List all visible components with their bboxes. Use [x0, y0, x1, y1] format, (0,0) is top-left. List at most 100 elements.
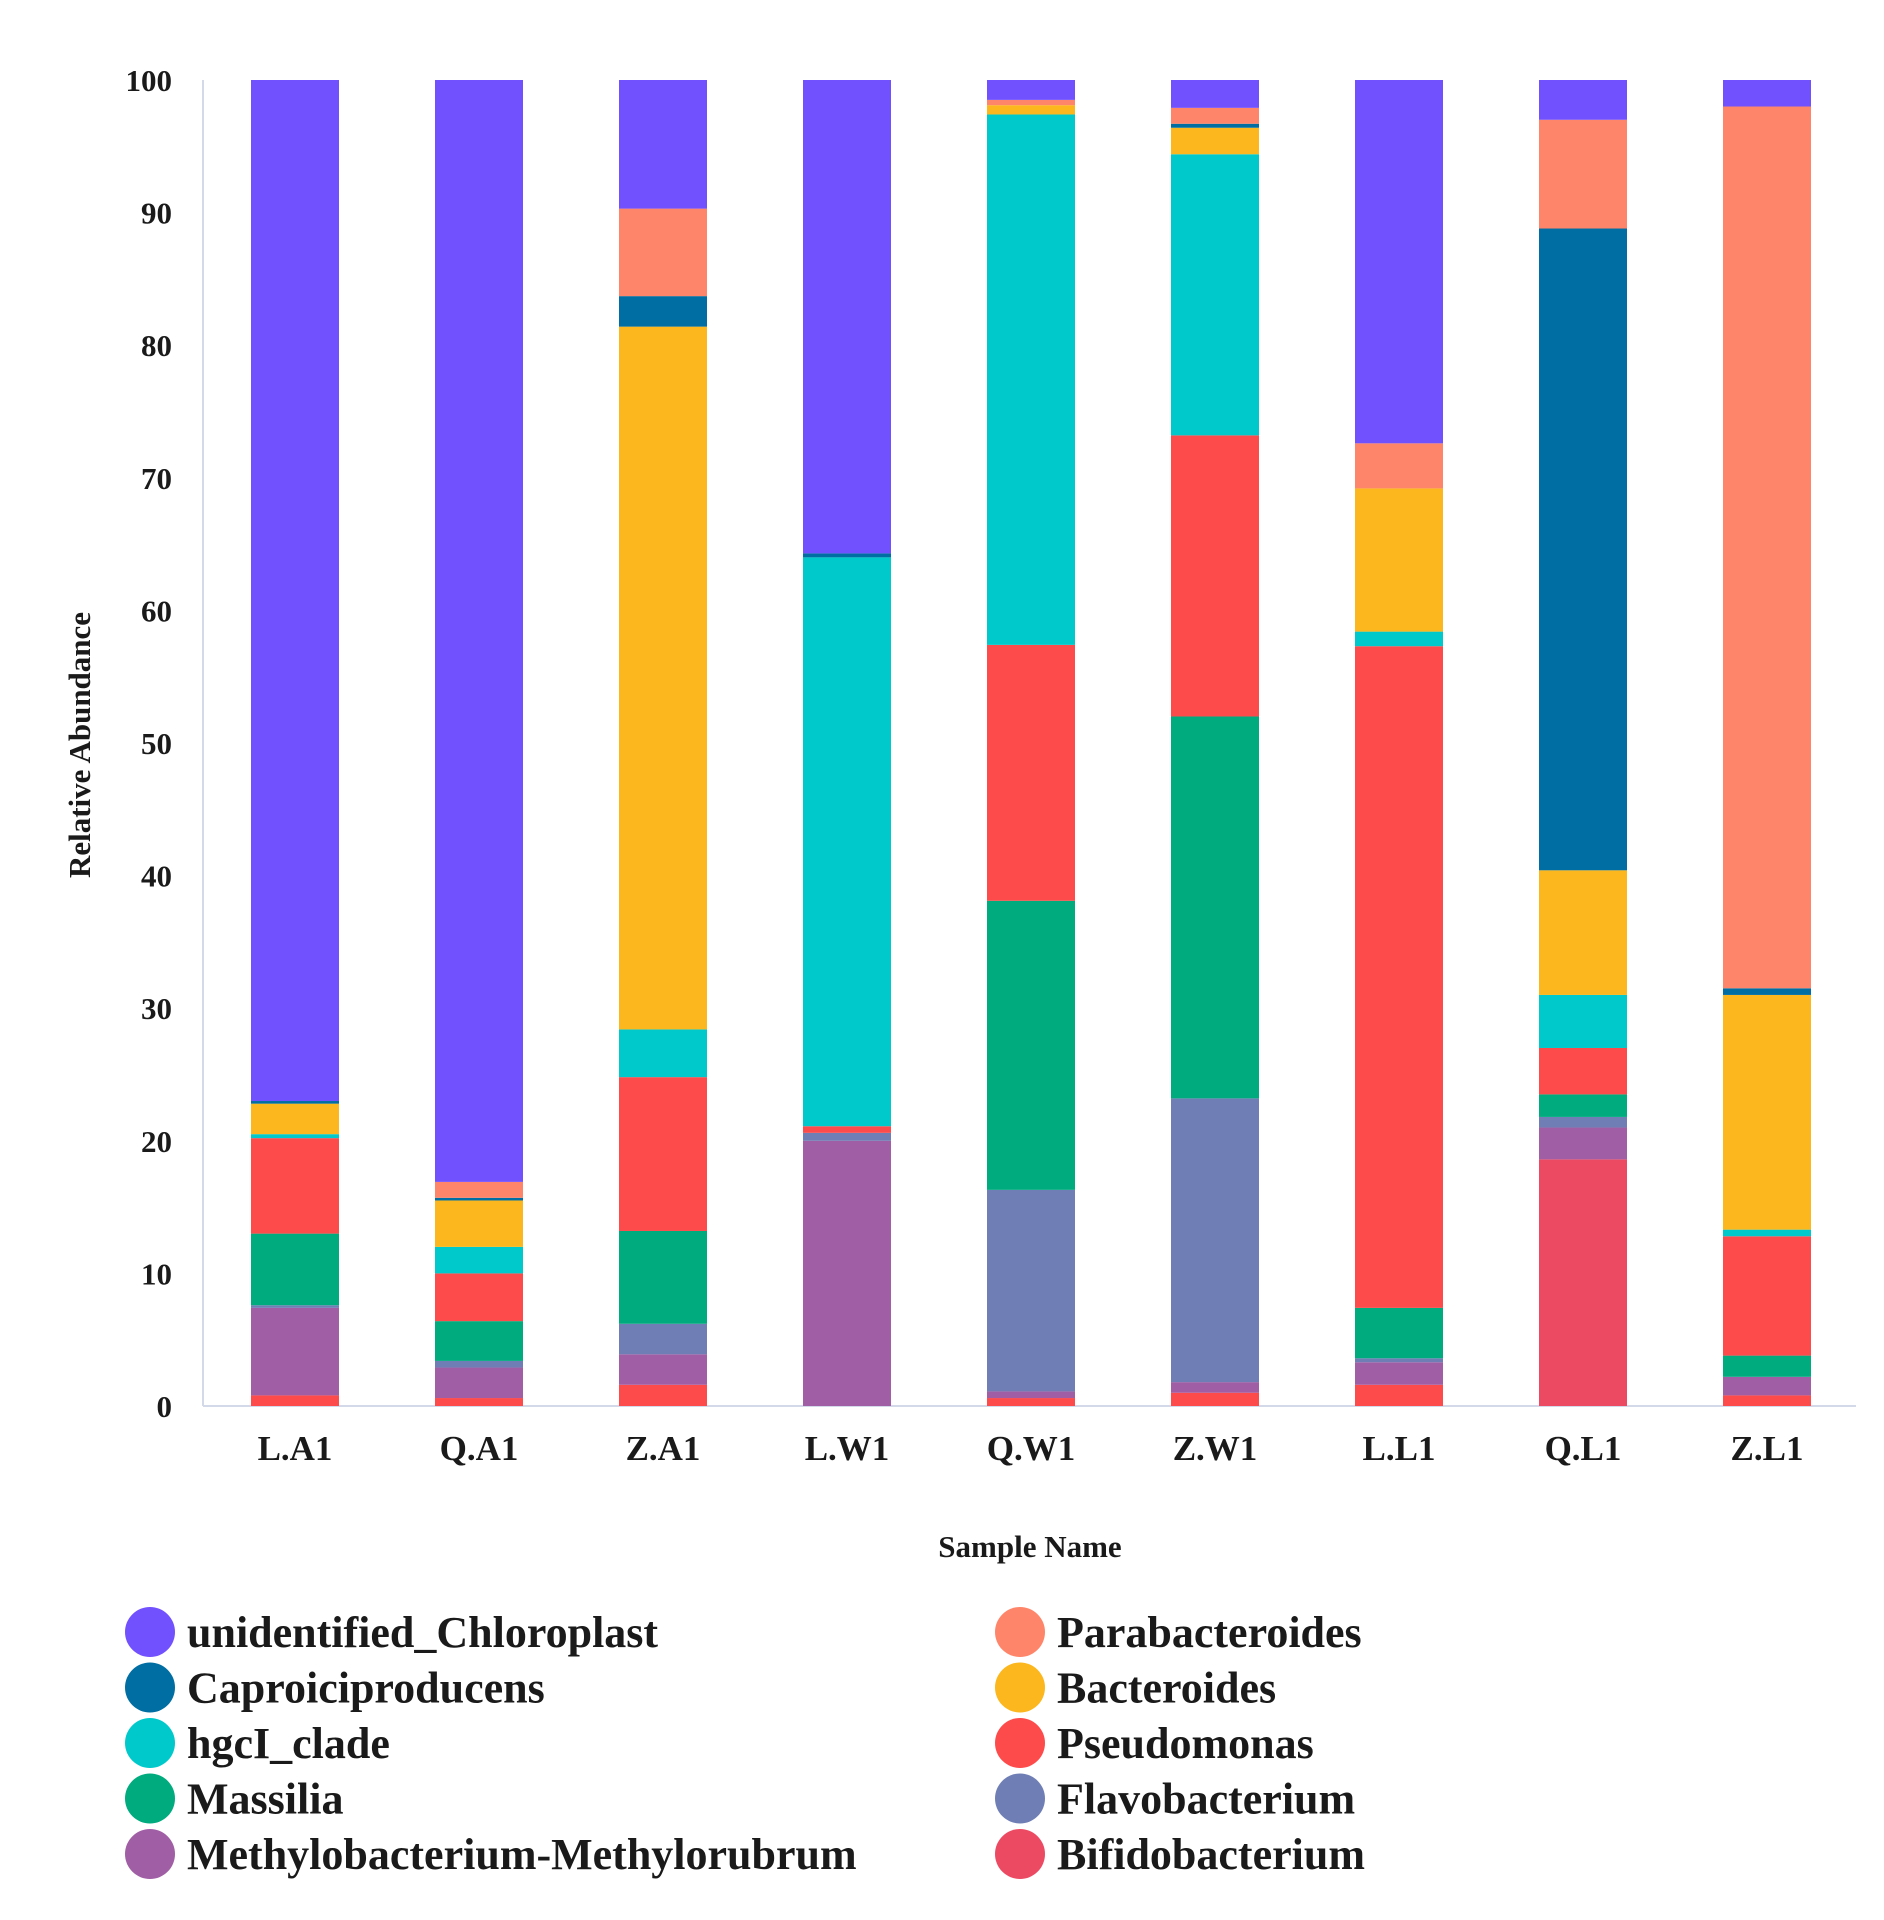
bar-segment-q-a1-pseudomonas: [435, 1273, 523, 1322]
legend-label-pseudomonas: Pseudomonas: [1057, 1719, 1314, 1768]
bar-segment-l-a1-flavobacterium: [251, 1305, 339, 1308]
bar-segment-q-w1-bacteroides: [987, 105, 1075, 115]
legend-swatch-pseudomonas: [995, 1718, 1045, 1768]
bar-segment-l-a1-massilia: [251, 1233, 339, 1306]
bar-segment-q-w1-massilia: [987, 900, 1075, 1190]
x-category-label: Q.A1: [440, 1429, 519, 1468]
bar-segment-l-l1-hgci-clade: [1355, 631, 1443, 647]
legend-swatch-bifidobacterium: [995, 1829, 1045, 1879]
legend-swatch-hgci-clade: [125, 1718, 175, 1768]
bar-segment-q-l1-bifidobacterium: [1539, 1159, 1627, 1406]
bar-segment-z-w1-hgci-clade: [1171, 154, 1259, 436]
legend-label-flavobacterium: Flavobacterium: [1057, 1775, 1355, 1824]
bar-segment-z-a1-pseudomonas: [619, 1384, 707, 1406]
x-category-labels: L.A1 Q.A1 Z.A1 L.W1 Q.W1 Z.W1 L.L1 Q.L1 Z.L1: [258, 1429, 1804, 1468]
bar-segment-q-w1-methylobacterium-methylorubrum: [987, 1391, 1075, 1399]
bar-segment-l-l1-massilia: [1355, 1307, 1443, 1359]
bar-segment-q-w1-parabacteroides: [987, 99, 1075, 106]
x-category-label: Q.L1: [1545, 1429, 1622, 1468]
y-tick-label: 80: [141, 328, 172, 363]
bar-segment-z-l1-massilia: [1723, 1355, 1811, 1377]
y-tick-labels: 0 10 20 30 40 50 60 70 80 90 100: [126, 63, 173, 1424]
x-category-label: Z.W1: [1173, 1429, 1258, 1468]
x-category-label: L.L1: [1363, 1429, 1436, 1468]
y-tick-label: 60: [141, 593, 172, 628]
legend-swatch-methylobacterium-methylorubrum: [125, 1829, 175, 1879]
bar-segment-q-a1-hgci-clade: [435, 1246, 523, 1274]
bar-segment-q-w1-unidentified-chloroplast: [987, 80, 1075, 100]
bar-segment-z-a1-caproiciproducens: [619, 296, 707, 327]
y-tick-label: 0: [157, 1389, 173, 1424]
legend: unidentified_Chloroplast Parabacteroides C…: [125, 1607, 1365, 1879]
bar-segment-l-a1-hgci-clade: [251, 1134, 339, 1139]
bar-segment-z-w1-unidentified-chloroplast: [1171, 80, 1259, 108]
x-category-label: L.A1: [258, 1429, 333, 1468]
legend-label-parabacteroides: Parabacteroides: [1057, 1608, 1362, 1657]
bar-segment-q-w1-pseudomonas: [987, 1398, 1075, 1406]
bar-segment-z-a1-parabacteroides: [619, 208, 707, 297]
x-axis-title: Sample Name: [938, 1529, 1121, 1564]
legend-label-hgci-clade: hgcI_clade: [187, 1719, 390, 1768]
bar-segment-z-l1-hgci-clade: [1723, 1229, 1811, 1237]
bar-segment-z-l1-caproiciproducens: [1723, 988, 1811, 995]
bar-segment-q-l1-flavobacterium: [1539, 1116, 1627, 1128]
bar-segment-l-w1-hgci-clade: [803, 557, 891, 1127]
bar-segment-q-l1-caproiciproducens: [1539, 228, 1627, 871]
bar-segment-z-w1-pseudomonas: [1171, 435, 1259, 717]
bar-segment-l-a1-methylobacterium-methylorubrum: [251, 1307, 339, 1396]
bar-segment-l-w1-unidentified-chloroplast: [803, 80, 891, 554]
legend-label-bifidobacterium: Bifidobacterium: [1057, 1830, 1365, 1879]
legend-swatch-bacteroides: [995, 1662, 1045, 1713]
y-tick-label: 90: [141, 196, 172, 231]
bar-segment-z-l1-bacteroides: [1723, 994, 1811, 1230]
bar-segment-l-w1-caproiciproducens: [803, 553, 891, 558]
bar-segment-l-l1-bacteroides: [1355, 488, 1443, 632]
bar-segment-z-a1-hgci-clade: [619, 1029, 707, 1078]
y-tick-label: 70: [141, 461, 172, 496]
bar-segment-z-w1-caproiciproducens: [1171, 123, 1259, 128]
legend-swatch-flavobacterium: [995, 1773, 1045, 1824]
bar-segment-z-w1-parabacteroides: [1171, 107, 1259, 124]
y-tick-label: 50: [141, 726, 172, 761]
bar-segment-l-a1-bacteroides: [251, 1103, 339, 1135]
bar-segment-q-w1-pseudomonas: [987, 644, 1075, 901]
bar-segment-z-w1-methylobacterium-methylorubrum: [1171, 1382, 1259, 1393]
y-axis-title: Relative Abundance: [62, 612, 97, 878]
bar-segment-q-w1-flavobacterium: [987, 1189, 1075, 1392]
bar-segment-q-l1-massilia: [1539, 1094, 1627, 1117]
bar-segment-q-l1-hgci-clade: [1539, 994, 1627, 1048]
bar-segment-q-l1-unidentified-chloroplast: [1539, 80, 1627, 120]
bar-segment-l-l1-pseudomonas: [1355, 646, 1443, 1308]
bar-segment-l-w1-flavobacterium: [803, 1132, 891, 1141]
bar-segment-l-l1-methylobacterium-methylorubrum: [1355, 1362, 1443, 1385]
legend-label-massilia: Massilia: [187, 1775, 343, 1824]
bar-segment-l-a1-caproiciproducens: [251, 1101, 339, 1104]
y-tick-label: 20: [141, 1124, 172, 1159]
bar-segment-l-w1-methylobacterium-methylorubrum: [803, 1140, 891, 1406]
bar-segment-q-l1-pseudomonas: [1539, 1047, 1627, 1095]
bar-segment-l-l1-flavobacterium: [1355, 1358, 1443, 1363]
bar-segment-z-a1-unidentified-chloroplast: [619, 80, 707, 209]
bar-segment-l-a1-pseudomonas: [251, 1395, 339, 1406]
legend-label-caproiciproducens: Caproiciproducens: [187, 1664, 545, 1713]
y-tick-label: 30: [141, 991, 172, 1026]
bar-segment-q-a1-pseudomonas: [435, 1398, 523, 1406]
bar-segment-q-a1-flavobacterium: [435, 1360, 523, 1368]
bar-segment-q-a1-caproiciproducens: [435, 1197, 523, 1201]
legend-swatch-unidentified-chloroplast: [125, 1607, 175, 1657]
bar-segment-q-l1-parabacteroides: [1539, 119, 1627, 229]
bar-segment-l-l1-parabacteroides: [1355, 443, 1443, 489]
bar-segment-q-a1-unidentified-chloroplast: [435, 80, 523, 1182]
bar-segment-z-a1-pseudomonas: [619, 1077, 707, 1231]
bar-segment-z-w1-bacteroides: [1171, 127, 1259, 155]
bar-segment-z-l1-unidentified-chloroplast: [1723, 80, 1811, 107]
y-tick-label: 40: [141, 859, 172, 894]
bar-segment-z-a1-flavobacterium: [619, 1323, 707, 1355]
bar-segment-q-a1-massilia: [435, 1321, 523, 1361]
bar-segment-q-w1-hgci-clade: [987, 114, 1075, 645]
bar-segment-z-l1-methylobacterium-methylorubrum: [1723, 1376, 1811, 1396]
bar-segment-z-l1-pseudomonas: [1723, 1395, 1811, 1406]
plot-area: 0 10 20 30 40 50 60 70 80 90 100 L.A1 Q.A1 Z.A1 L.W1 Q…: [126, 63, 1856, 1468]
bar-segment-z-a1-methylobacterium-methylorubrum: [619, 1354, 707, 1385]
